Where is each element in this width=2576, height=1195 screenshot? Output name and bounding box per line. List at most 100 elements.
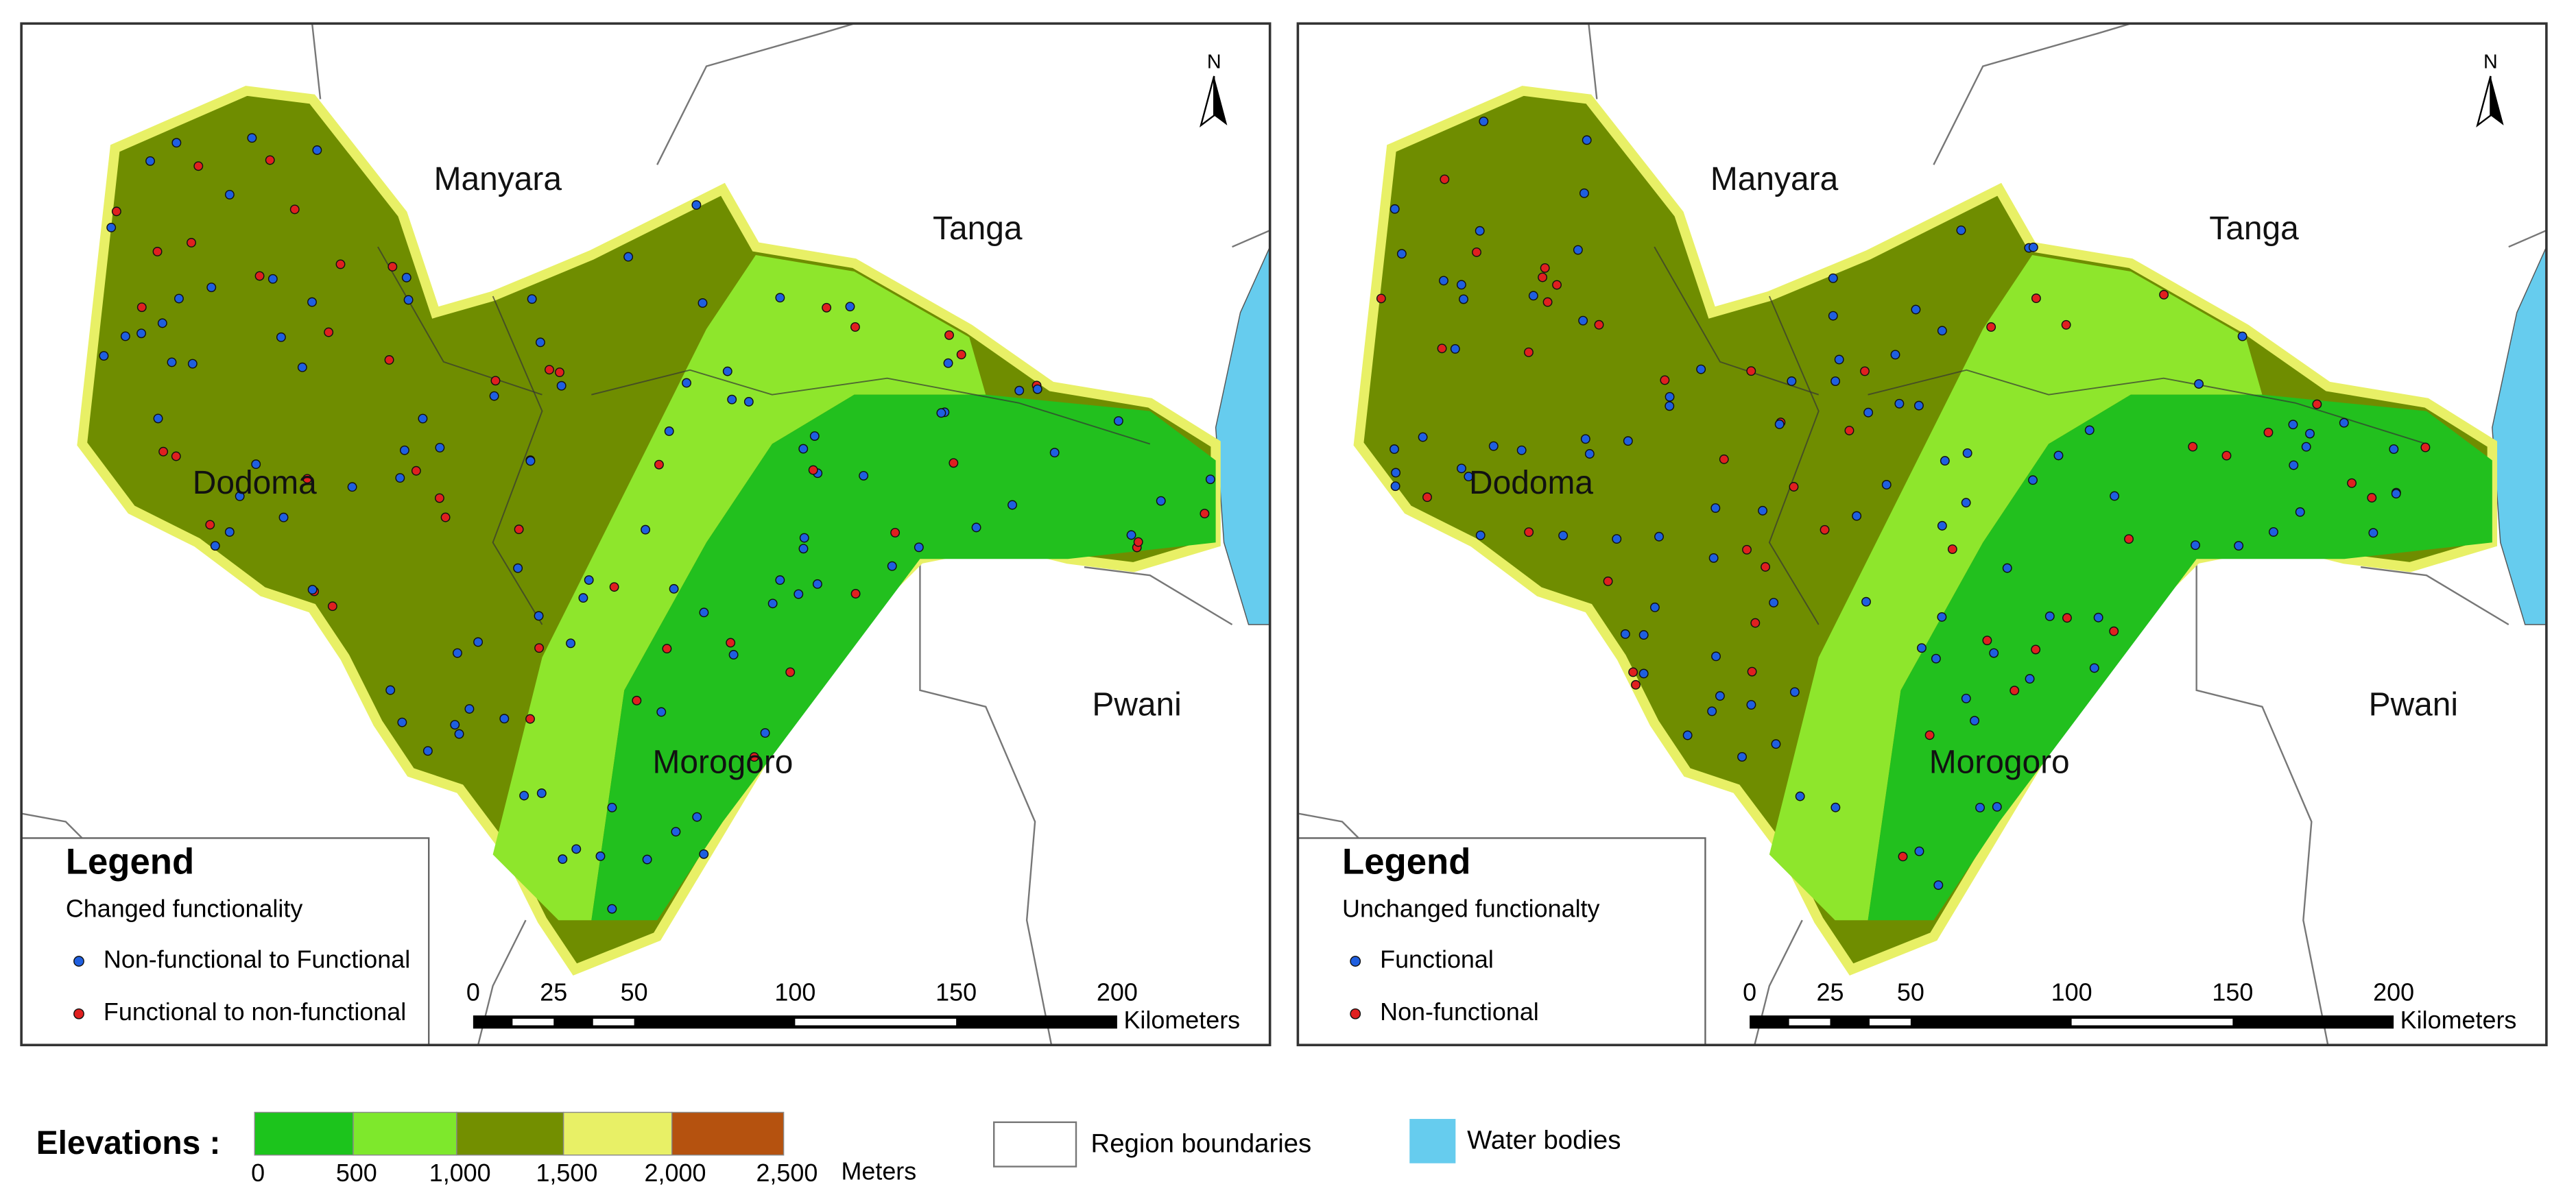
water-point (2295, 507, 2305, 517)
water-point (1708, 553, 1719, 563)
water-point (2368, 528, 2378, 538)
water-point (1475, 530, 1486, 540)
water-point (157, 318, 167, 328)
water-point (1911, 304, 1921, 315)
water-point (1746, 700, 1756, 710)
water-point (1961, 693, 1971, 703)
water-point (2031, 293, 2041, 304)
elevation-swatch (353, 1111, 457, 1156)
water-point (171, 451, 181, 461)
water-point (1665, 391, 1675, 402)
water-point (327, 601, 337, 612)
legend-symbol (1350, 1008, 1361, 1019)
water-point (1982, 636, 1992, 646)
region-boundary (1768, 295, 1820, 625)
water-point (2159, 289, 2169, 300)
water-point (1628, 667, 1638, 677)
water-point (224, 527, 235, 537)
legend-symbol (73, 956, 84, 967)
water-point (1970, 716, 1980, 726)
water-point (418, 413, 428, 424)
water-point (1450, 343, 1460, 354)
water-point (1528, 291, 1538, 301)
water-point (555, 367, 564, 378)
water-point (1457, 463, 1466, 474)
water-point (943, 358, 953, 368)
water-point (656, 707, 667, 717)
water-point (767, 599, 778, 609)
region-boundary (2195, 559, 2329, 1046)
water-point (890, 527, 901, 538)
scale-bar-segment (512, 1018, 554, 1026)
water-point (1524, 527, 1534, 538)
water-point (1758, 505, 1768, 516)
water-point (2367, 493, 2377, 503)
water-point (722, 366, 732, 376)
elevation-swatch (254, 1111, 354, 1156)
water-point (2268, 527, 2278, 537)
water-point (1390, 481, 1400, 492)
water-point (1580, 434, 1590, 444)
water-point (224, 189, 235, 200)
water-point (1787, 376, 1797, 386)
water-point (2191, 540, 2200, 551)
water-point (1719, 454, 1729, 464)
scale-label: 0 (1743, 978, 1756, 1006)
water-point (324, 327, 334, 337)
water-point (1750, 618, 1761, 628)
water-point (489, 391, 499, 401)
water-point (699, 849, 709, 859)
elevation-tick: 2,500 (756, 1159, 818, 1187)
water-point (2124, 534, 2134, 544)
water-point (556, 381, 567, 391)
water-point (726, 638, 736, 648)
map-panel: Manyara Tanga Dodoma Morogoro Pwani N Legend Un… (1296, 22, 2548, 1047)
water-point (2347, 478, 2357, 488)
water-point (1937, 520, 1947, 531)
elevation-tick: 1,000 (429, 1159, 491, 1187)
water-point (399, 445, 409, 455)
water-point (1459, 294, 1468, 304)
region-label: Tanga (2209, 210, 2299, 247)
water-point (1746, 366, 1756, 376)
water-point (1820, 524, 1830, 535)
water-point (727, 394, 737, 405)
scale-bar (1750, 1015, 2394, 1029)
water-point (1440, 174, 1450, 184)
water-point (2028, 475, 2038, 485)
water-point (2221, 450, 2232, 461)
water-point (2025, 674, 2035, 684)
scale-label: 100 (2051, 978, 2092, 1006)
water-point (566, 638, 576, 649)
water-point (584, 575, 594, 585)
scale-bar-segment (1789, 1018, 1830, 1026)
water-point (1205, 474, 1215, 485)
water-point (1992, 801, 2002, 812)
water-point (1650, 602, 1660, 612)
scale-label: 150 (935, 978, 977, 1006)
water-point (1881, 480, 1892, 490)
scale-label: 0 (466, 978, 480, 1006)
panel-frame (1296, 22, 2548, 1047)
water-point (136, 302, 147, 313)
water-point (2093, 612, 2103, 623)
water-point (1742, 544, 1752, 555)
water-point (2234, 541, 2244, 551)
water-point (174, 293, 184, 304)
scale-unit: Kilometers (2400, 1006, 2517, 1034)
north-arrow (2490, 75, 2504, 125)
water-point (1376, 293, 1386, 304)
water-point (397, 717, 407, 727)
water-point (2194, 379, 2204, 389)
water-point (401, 272, 412, 282)
water-point (2339, 418, 2349, 428)
water-point (728, 650, 739, 660)
water-point (799, 533, 809, 543)
legend-subtitle: Unchanged functionalty (1342, 894, 1599, 922)
water-point (887, 561, 897, 571)
water-point (607, 904, 617, 914)
water-point (499, 714, 510, 724)
water-point (1860, 366, 1870, 376)
scale-label: 25 (540, 978, 567, 1006)
water-point (450, 720, 460, 730)
